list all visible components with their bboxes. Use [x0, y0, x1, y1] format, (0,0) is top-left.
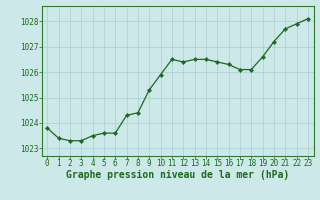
X-axis label: Graphe pression niveau de la mer (hPa): Graphe pression niveau de la mer (hPa) [66, 170, 289, 180]
